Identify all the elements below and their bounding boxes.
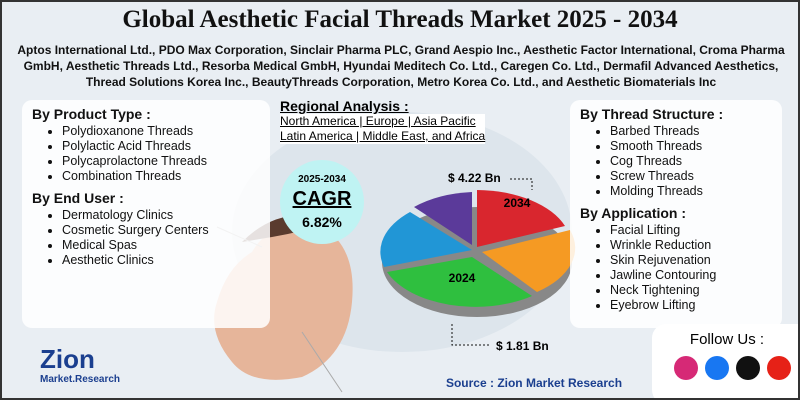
list-item: Aesthetic Clinics bbox=[62, 253, 212, 268]
list-item: Jawline Contouring bbox=[610, 268, 772, 283]
companies: Aptos International Ltd., PDO Max Corpor… bbox=[17, 43, 785, 89]
list-item: Polylactic Acid Threads bbox=[62, 139, 212, 154]
regional-heading: Regional Analysis : bbox=[280, 98, 409, 114]
youtube-icon[interactable] bbox=[767, 356, 791, 380]
pie-slice bbox=[387, 257, 532, 307]
list-item: Wrinkle Reduction bbox=[610, 238, 772, 253]
list-item: Cog Threads bbox=[610, 154, 772, 169]
list-item: Molding Threads bbox=[610, 184, 772, 199]
list: Barbed ThreadsSmooth ThreadsCog ThreadsS… bbox=[580, 124, 772, 199]
region-line: North America | Europe | Asia Pacific bbox=[280, 114, 486, 129]
pie-slice bbox=[380, 212, 472, 267]
leader bbox=[451, 324, 490, 346]
pie-slice bbox=[477, 190, 565, 247]
cagr-period: 2025-2034 bbox=[298, 174, 346, 185]
list: Dermatology ClinicsCosmetic Surgery Cent… bbox=[32, 208, 212, 268]
regional: Regional Analysis : North America | Euro… bbox=[280, 98, 486, 144]
title: Global Aesthetic Facial Threads Market 2… bbox=[122, 6, 678, 33]
pie-end-value: $ 4.22 Bn bbox=[448, 171, 501, 185]
facebook-icon[interactable] bbox=[705, 356, 729, 380]
list-item: Screw Threads bbox=[610, 169, 772, 184]
list-item: Skin Rejuvenation bbox=[610, 253, 772, 268]
section-heading: By Product Type : bbox=[32, 106, 151, 122]
list-item: Polycaprolactone Threads bbox=[62, 154, 212, 169]
region-line: Latin America | Middle East, and Africa bbox=[280, 129, 486, 144]
pie-slice bbox=[482, 230, 576, 292]
x-icon[interactable] bbox=[736, 356, 760, 380]
leader bbox=[510, 178, 533, 190]
cagr-badge bbox=[280, 160, 364, 244]
left-panel: By Product Type : Polydioxanone ThreadsP… bbox=[22, 100, 270, 328]
pie-slice bbox=[414, 192, 472, 245]
list-item: Dermatology Clinics bbox=[62, 208, 212, 223]
section-heading: By End User : bbox=[32, 190, 124, 206]
list-item: Barbed Threads bbox=[610, 124, 772, 139]
list-item: Medical Spas bbox=[62, 238, 212, 253]
logo-sub: Market.Research bbox=[40, 374, 120, 385]
list-item: Eyebrow Lifting bbox=[610, 298, 772, 313]
list: Facial LiftingWrinkle ReductionSkin Reju… bbox=[580, 223, 772, 313]
instagram-icon[interactable] bbox=[674, 356, 698, 380]
list: Polydioxanone ThreadsPolylactic Acid Thr… bbox=[32, 124, 212, 184]
follow-label: Follow Us : bbox=[690, 331, 764, 348]
pie-end-year: 2034 bbox=[504, 196, 531, 210]
list-item: Facial Lifting bbox=[610, 223, 772, 238]
pie-start-value: $ 1.81 Bn bbox=[496, 339, 549, 353]
section-heading: By Application : bbox=[580, 205, 687, 221]
logo-name: Zion bbox=[40, 344, 95, 374]
list-item: Neck Tightening bbox=[610, 283, 772, 298]
thread bbox=[301, 331, 343, 393]
list-item: Combination Threads bbox=[62, 169, 212, 184]
section-heading: By Thread Structure : bbox=[580, 106, 724, 122]
list-item: Smooth Threads bbox=[610, 139, 772, 154]
list-item: Polydioxanone Threads bbox=[62, 124, 212, 139]
cagr-value: 6.82% bbox=[302, 214, 342, 230]
source: Source : Zion Market Research bbox=[446, 376, 622, 390]
cagr-label: CAGR bbox=[293, 188, 352, 210]
pie-start-year: 2024 bbox=[449, 271, 476, 285]
right-panel: By Thread Structure : Barbed ThreadsSmoo… bbox=[570, 100, 782, 328]
list-item: Cosmetic Surgery Centers bbox=[62, 223, 212, 238]
